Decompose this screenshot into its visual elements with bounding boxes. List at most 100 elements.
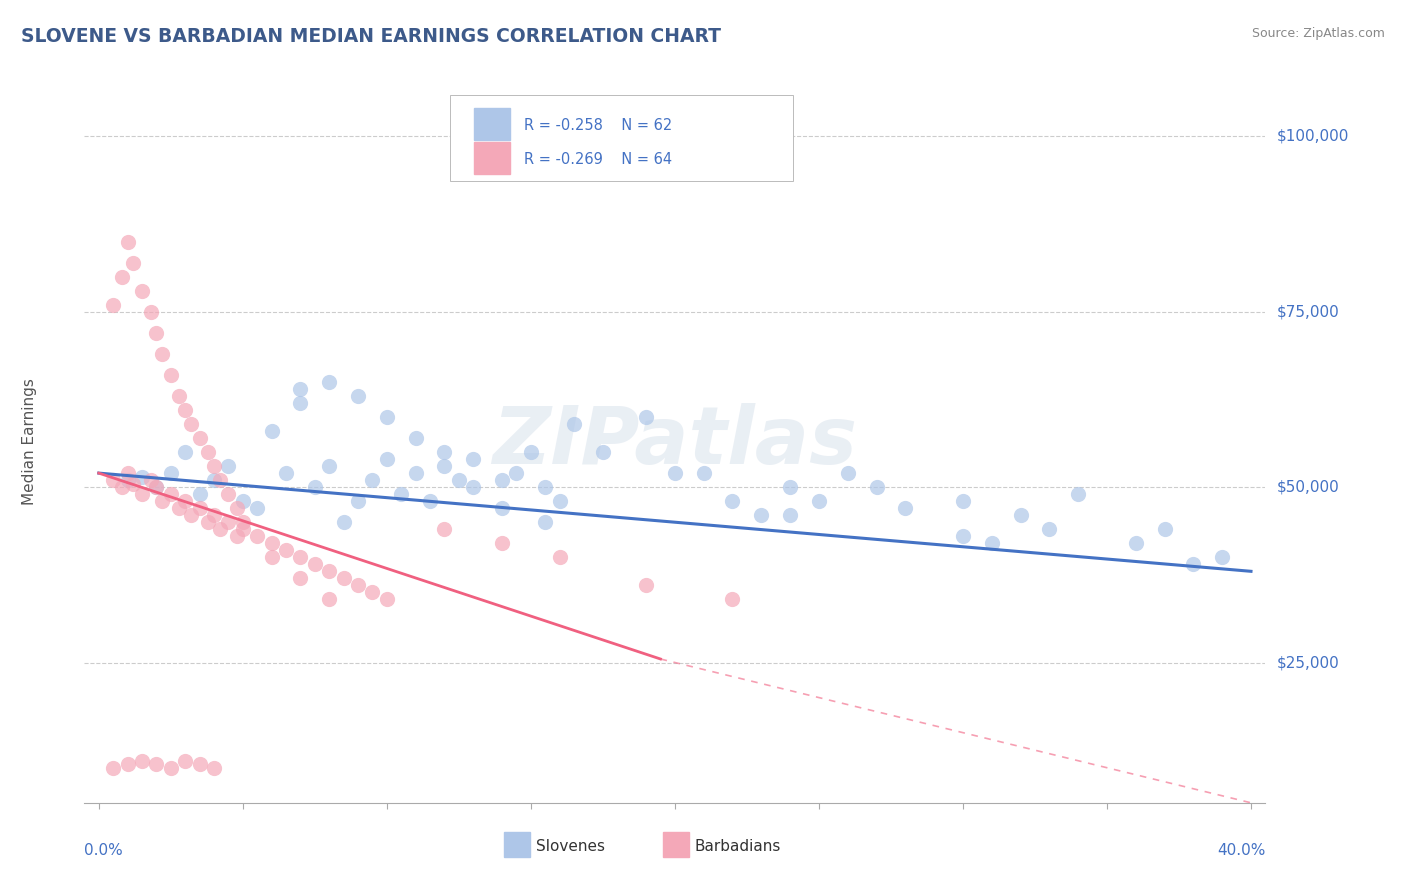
Point bbox=[405, 431, 427, 445]
Point bbox=[304, 480, 326, 494]
Point bbox=[332, 571, 354, 585]
Point bbox=[290, 550, 312, 565]
Point bbox=[101, 761, 124, 775]
Point bbox=[375, 409, 398, 424]
Point bbox=[304, 558, 326, 572]
Point bbox=[1067, 487, 1090, 501]
Point bbox=[150, 347, 173, 361]
Point bbox=[131, 754, 153, 768]
Bar bbox=[474, 108, 509, 140]
Point bbox=[174, 754, 197, 768]
Point bbox=[807, 494, 830, 508]
Point bbox=[101, 473, 124, 487]
Text: ZIPatlas: ZIPatlas bbox=[492, 402, 858, 481]
Point bbox=[217, 459, 239, 474]
Point bbox=[491, 501, 513, 516]
Point bbox=[202, 508, 225, 523]
Point bbox=[505, 466, 527, 480]
Point bbox=[548, 494, 571, 508]
Point bbox=[145, 480, 167, 494]
Point bbox=[534, 515, 557, 529]
Point bbox=[318, 564, 340, 578]
Point bbox=[463, 452, 485, 467]
Point bbox=[131, 284, 153, 298]
Point bbox=[180, 417, 202, 431]
Point bbox=[332, 515, 354, 529]
Point bbox=[318, 375, 340, 389]
Point bbox=[318, 459, 340, 474]
Point bbox=[159, 487, 181, 501]
Point bbox=[375, 452, 398, 467]
Text: Slovenes: Slovenes bbox=[536, 838, 605, 854]
Point bbox=[188, 487, 211, 501]
Point bbox=[664, 466, 686, 480]
Point bbox=[361, 585, 384, 599]
Text: R = -0.258    N = 62: R = -0.258 N = 62 bbox=[523, 119, 672, 133]
Point bbox=[447, 473, 470, 487]
Point bbox=[721, 592, 744, 607]
Point bbox=[491, 473, 513, 487]
Point bbox=[636, 409, 658, 424]
Point bbox=[188, 757, 211, 772]
Point bbox=[347, 389, 370, 403]
Point bbox=[150, 494, 173, 508]
Point bbox=[202, 459, 225, 474]
Point bbox=[145, 480, 167, 494]
Point bbox=[188, 431, 211, 445]
Point bbox=[592, 445, 614, 459]
Text: $25,000: $25,000 bbox=[1277, 655, 1340, 670]
Point bbox=[274, 543, 297, 558]
Point bbox=[1038, 522, 1060, 536]
Bar bbox=[474, 142, 509, 174]
Bar bbox=[664, 831, 689, 857]
Point bbox=[636, 578, 658, 592]
Point bbox=[122, 476, 145, 491]
Point bbox=[217, 487, 239, 501]
Point bbox=[111, 269, 134, 284]
Point bbox=[1182, 558, 1205, 572]
Point bbox=[260, 536, 283, 550]
Point bbox=[952, 529, 974, 543]
Point bbox=[779, 480, 801, 494]
Point bbox=[1125, 536, 1147, 550]
Point bbox=[419, 494, 441, 508]
Point bbox=[232, 515, 254, 529]
Text: $50,000: $50,000 bbox=[1277, 480, 1340, 495]
Point bbox=[145, 757, 167, 772]
Text: Barbadians: Barbadians bbox=[695, 838, 782, 854]
Point bbox=[111, 480, 134, 494]
Point bbox=[375, 592, 398, 607]
Point bbox=[290, 382, 312, 396]
Point bbox=[749, 508, 772, 523]
Point bbox=[389, 487, 412, 501]
Point bbox=[1211, 550, 1233, 565]
Point bbox=[117, 466, 139, 480]
Point bbox=[145, 326, 167, 340]
Point bbox=[208, 522, 231, 536]
Point bbox=[139, 473, 162, 487]
Point bbox=[1153, 522, 1175, 536]
Point bbox=[131, 487, 153, 501]
Point bbox=[246, 501, 269, 516]
Text: $75,000: $75,000 bbox=[1277, 304, 1340, 319]
Point bbox=[159, 466, 181, 480]
Point bbox=[159, 761, 181, 775]
Point bbox=[347, 494, 370, 508]
Point bbox=[202, 761, 225, 775]
Point bbox=[226, 501, 249, 516]
Point bbox=[260, 550, 283, 565]
Point bbox=[139, 305, 162, 319]
Text: R = -0.269    N = 64: R = -0.269 N = 64 bbox=[523, 153, 672, 168]
Point bbox=[197, 445, 219, 459]
Point bbox=[174, 445, 197, 459]
Point bbox=[361, 473, 384, 487]
Text: Median Earnings: Median Earnings bbox=[22, 378, 37, 505]
Point bbox=[721, 494, 744, 508]
Point bbox=[217, 515, 239, 529]
Point bbox=[188, 501, 211, 516]
Point bbox=[318, 592, 340, 607]
Text: 40.0%: 40.0% bbox=[1218, 843, 1265, 857]
Point bbox=[894, 501, 917, 516]
Point bbox=[548, 550, 571, 565]
Point bbox=[433, 459, 456, 474]
